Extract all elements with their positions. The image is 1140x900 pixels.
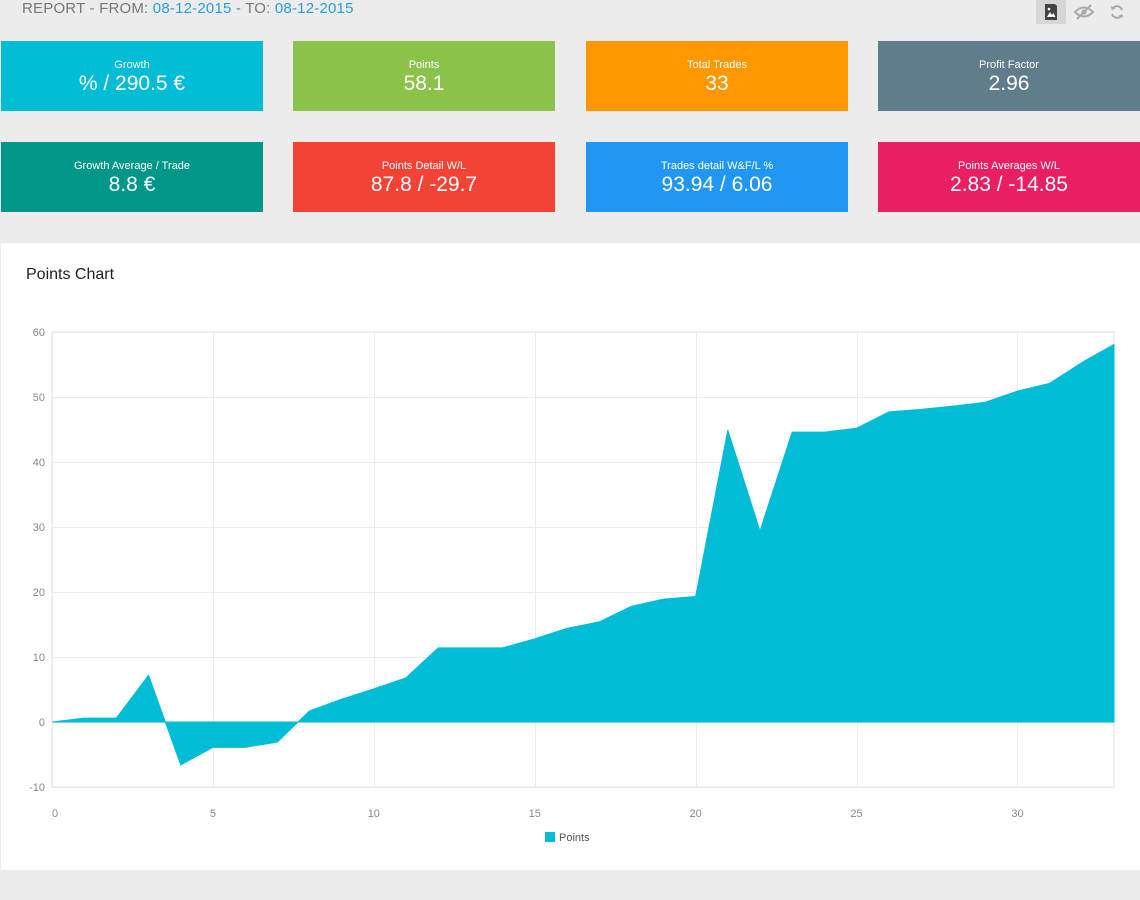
- x-tick-label: 25: [850, 808, 862, 820]
- image-icon: [1045, 4, 1057, 20]
- stat-value: % / 290.5 €: [78, 72, 186, 95]
- stat-card-profit-factor: Profit Factor 2.96: [878, 41, 1140, 111]
- eye-off-icon: [1074, 4, 1094, 20]
- stat-card-points-averages: Points Averages W/L 2.83 / -14.85: [878, 142, 1140, 212]
- stat-card-trades-detail: Trades detail W&F/L % 93.94 / 6.06: [586, 142, 848, 212]
- x-tick-label: 0: [52, 808, 58, 820]
- x-tick-label: 10: [368, 808, 380, 820]
- stat-value: 87.8 / -29.7: [370, 173, 478, 196]
- x-tick-label: 15: [529, 808, 541, 820]
- panel-title: Points Chart: [26, 266, 115, 283]
- stat-label: Points Averages W/L: [958, 160, 1060, 172]
- stat-label: Total Trades: [687, 59, 747, 71]
- stat-label: Growth: [114, 59, 150, 71]
- y-tick-label: 60: [33, 327, 45, 339]
- stat-label: Trades detail W&F/L %: [660, 160, 774, 172]
- from-date[interactable]: 08-12-2015: [152, 0, 232, 17]
- toggle-visibility-button[interactable]: [1069, 0, 1099, 24]
- report-prefix: REPORT - FROM:: [22, 0, 153, 17]
- points-chart: -10 0 10 20 30 40 50 60 0 5 10 15 20 25 30 Points: [29, 327, 1115, 844]
- refresh-icon: [1110, 5, 1124, 19]
- stat-card-total-trades: Total Trades 33: [586, 41, 848, 111]
- refresh-button[interactable]: [1102, 0, 1132, 24]
- stat-card-growth: Growth % / 290.5 €: [1, 41, 263, 111]
- x-tick-label: 5: [210, 808, 216, 820]
- stat-label: Growth Average / Trade: [74, 160, 190, 172]
- legend-swatch: [545, 832, 555, 842]
- stat-value: 2.83 / -14.85: [950, 173, 1068, 196]
- y-tick-label: 40: [33, 457, 45, 469]
- y-tick-label: 50: [33, 392, 45, 404]
- save-image-button[interactable]: [1036, 0, 1066, 24]
- y-tick-label: 0: [39, 717, 45, 729]
- y-tick-label: 20: [33, 587, 45, 599]
- stat-card-points-detail: Points Detail W/L 87.8 / -29.7: [293, 142, 555, 212]
- report-date-range: REPORT - FROM: 08-12-2015 - TO: 08-12-20…: [22, 0, 354, 17]
- stat-card-growth-average: Growth Average / Trade 8.8 €: [1, 142, 263, 212]
- stat-label: Points: [408, 59, 440, 71]
- points-chart-panel: Points Chart -10 0 10 20 30 40 50 60 0 5 10 15 20 25 3…: [1, 243, 1140, 870]
- report-header: REPORT - FROM: 08-12-2015 - TO: 08-12-20…: [0, 0, 1140, 26]
- x-tick-label: 30: [1011, 808, 1023, 820]
- to-date[interactable]: 08-12-2015: [274, 0, 354, 17]
- points-area-series: [51, 343, 1115, 766]
- stat-value: 58.1: [403, 72, 445, 95]
- report-middle: - TO:: [231, 0, 275, 17]
- stat-card-points: Points 58.1: [293, 41, 555, 111]
- y-tick-label: 30: [33, 522, 45, 534]
- toolbar: [1033, 0, 1132, 26]
- stat-label: Points Detail W/L: [381, 160, 467, 172]
- stat-value: 93.94 / 6.06: [661, 173, 773, 196]
- stat-value: 33: [705, 72, 729, 95]
- legend-label: Points: [559, 832, 590, 844]
- stat-value: 2.96: [988, 72, 1030, 95]
- y-tick-label: -10: [29, 782, 45, 794]
- y-tick-label: 10: [33, 652, 45, 664]
- x-tick-label: 20: [690, 808, 702, 820]
- stat-value: 8.8 €: [108, 173, 156, 196]
- stat-label: Profit Factor: [979, 59, 1039, 71]
